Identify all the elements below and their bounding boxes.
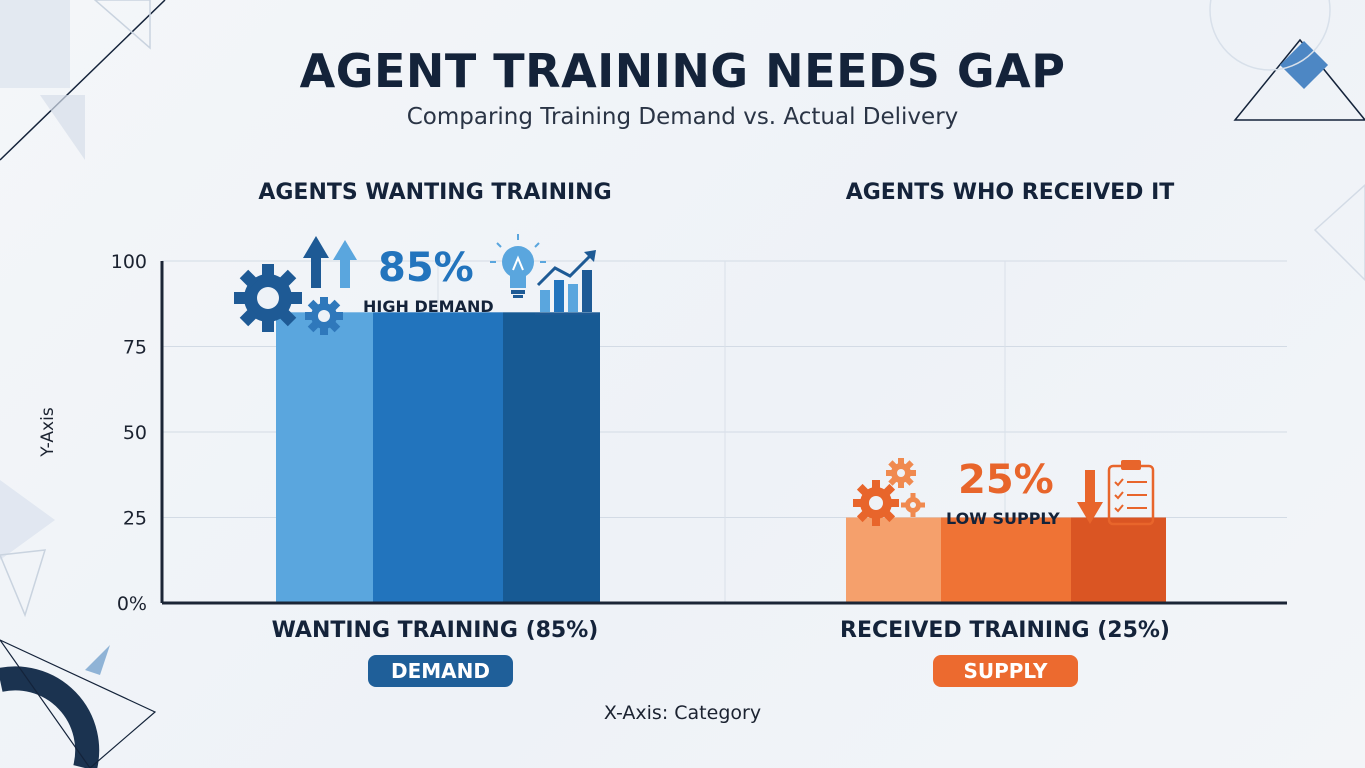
gear-icon <box>901 493 925 517</box>
supply-value-label: 25% <box>958 457 1054 503</box>
bar-demand-segment <box>503 312 600 603</box>
category-label-demand: WANTING TRAINING (85%) <box>271 618 599 643</box>
bar-supply-segment <box>941 517 1071 603</box>
y-tick-label: 50 <box>123 422 147 444</box>
demand-annotation: HIGH DEMAND <box>363 297 494 316</box>
demand-tag: DEMAND <box>368 655 513 687</box>
chart-subtitle: Comparing Training Demand vs. Actual Del… <box>406 104 959 130</box>
panel-title-demand: AGENTS WANTING TRAINING <box>258 180 612 205</box>
arrow-up-icon <box>303 236 357 288</box>
gear-icon <box>853 480 899 526</box>
demand-value-label: 85% <box>378 245 474 291</box>
bar-demand <box>276 312 600 603</box>
y-tick-label: 25 <box>123 508 147 530</box>
arrow-down-icon <box>1077 470 1103 524</box>
supply-tag: SUPPLY <box>933 655 1078 687</box>
category-label-supply: RECEIVED TRAINING (25%) <box>840 618 1170 643</box>
y-tick-label: 100 <box>111 251 147 273</box>
bar-supply <box>846 517 1166 603</box>
bar-demand-segment <box>276 312 373 603</box>
growth-chart-icon <box>535 250 598 315</box>
lightbulb-icon <box>490 234 546 298</box>
supply-annotation: LOW SUPPLY <box>946 509 1060 528</box>
gear-icon <box>886 458 916 488</box>
y-tick-label: 75 <box>123 337 147 359</box>
gear-icon <box>234 264 302 332</box>
bar-supply-segment <box>846 517 941 603</box>
bar-supply-segment <box>1071 517 1166 603</box>
x-axis-title: X-Axis: Category <box>603 702 762 724</box>
y-tick-label: 0% <box>117 593 147 615</box>
bar-demand-segment <box>373 312 503 603</box>
clipboard-icon <box>1107 460 1155 526</box>
panel-title-supply: AGENTS WHO RECEIVED IT <box>845 180 1175 205</box>
chart-title: AGENT TRAINING NEEDS GAP <box>299 44 1066 98</box>
